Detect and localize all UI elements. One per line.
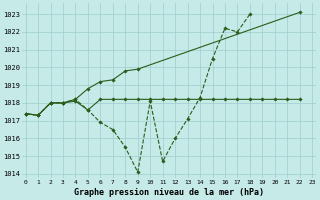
X-axis label: Graphe pression niveau de la mer (hPa): Graphe pression niveau de la mer (hPa) <box>74 188 264 197</box>
